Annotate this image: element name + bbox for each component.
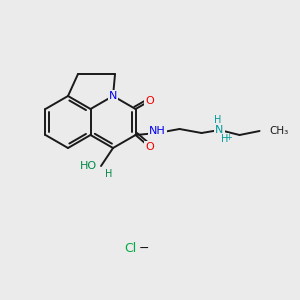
- Text: O: O: [145, 142, 154, 152]
- Text: +: +: [225, 134, 232, 142]
- Text: N: N: [215, 125, 224, 135]
- Text: H: H: [105, 169, 113, 179]
- Text: HO: HO: [80, 161, 97, 171]
- Text: N: N: [109, 91, 117, 101]
- Text: H: H: [214, 115, 221, 125]
- Text: CH₃: CH₃: [269, 126, 289, 136]
- Text: Cl: Cl: [124, 242, 136, 254]
- Text: H: H: [221, 134, 228, 144]
- Text: NH: NH: [149, 126, 166, 136]
- Text: −: −: [139, 242, 149, 254]
- Text: O: O: [145, 96, 154, 106]
